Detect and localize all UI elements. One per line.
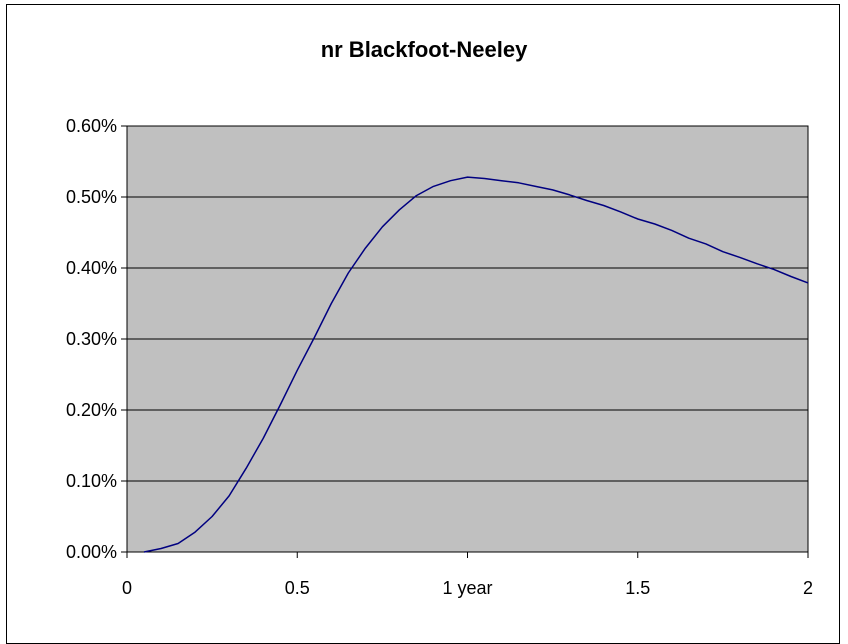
- x-tick-label: 0: [122, 578, 132, 598]
- x-axis-ticks: 0 0.5 1 year 1.5 2: [122, 578, 813, 598]
- axes: [121, 125, 809, 558]
- x-tick-label: 1 year: [442, 578, 492, 598]
- y-tick-label: 0.30%: [66, 329, 117, 349]
- y-tick-label: 0.50%: [66, 187, 117, 207]
- line-chart: nr Blackfoot-Neeley 0.00% 0.10% 0.20% 0.30%…: [66, 37, 813, 598]
- y-tick-label: 0.10%: [66, 471, 117, 491]
- y-tick-label: 0.20%: [66, 400, 117, 420]
- x-tick-label: 1.5: [625, 578, 650, 598]
- x-tick-label: 0.5: [285, 578, 310, 598]
- series-line: [143, 176, 809, 553]
- y-tick-label: 0.00%: [66, 542, 117, 562]
- y-axis-ticks: 0.00% 0.10% 0.20% 0.30% 0.40% 0.50% 0.60%: [66, 116, 117, 562]
- y-tick-label: 0.40%: [66, 258, 117, 278]
- chart-title: nr Blackfoot-Neeley: [321, 37, 528, 62]
- gridlines: [127, 125, 808, 553]
- x-tick-label: 2: [803, 578, 813, 598]
- y-tick-label: 0.60%: [66, 116, 117, 136]
- series-layer: [143, 176, 809, 553]
